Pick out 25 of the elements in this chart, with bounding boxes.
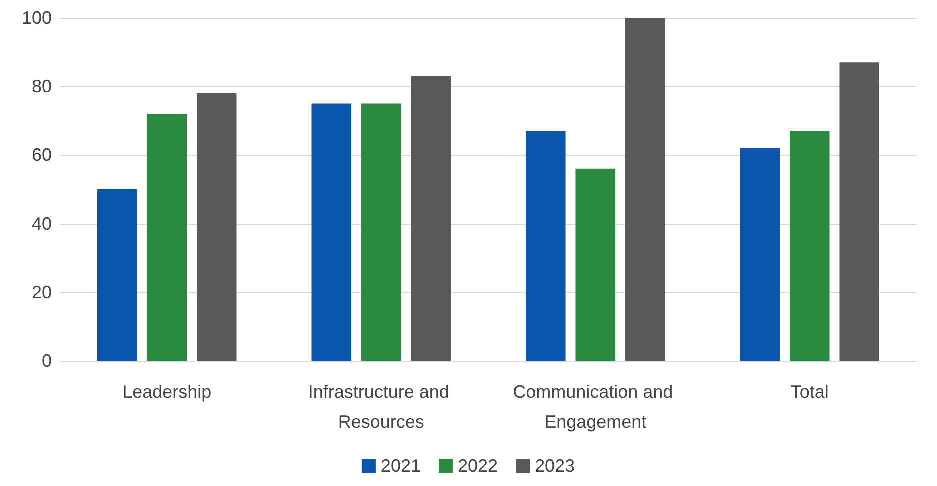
bar bbox=[576, 168, 616, 361]
y-tick-label: 40 bbox=[32, 214, 52, 234]
bar bbox=[312, 104, 352, 361]
bar bbox=[625, 18, 666, 361]
bar bbox=[790, 131, 830, 361]
x-tick-label: Communication and Engagement bbox=[513, 382, 678, 432]
y-tick-label: 80 bbox=[32, 76, 52, 97]
bar bbox=[526, 131, 566, 361]
y-tick-label: 100 bbox=[22, 8, 52, 28]
bar bbox=[361, 104, 402, 361]
y-tick-label: 0 bbox=[42, 351, 52, 371]
y-tick-label: 60 bbox=[32, 145, 52, 166]
bar bbox=[740, 148, 780, 361]
x-tick-label: Infrastructure and Resources bbox=[308, 382, 454, 432]
legend-label: 2021 bbox=[380, 456, 421, 476]
bar bbox=[411, 76, 452, 361]
bar bbox=[196, 93, 237, 361]
x-tick-label: Total bbox=[790, 382, 829, 402]
bar bbox=[147, 114, 188, 361]
y-tick-label: 20 bbox=[32, 282, 52, 302]
x-tick-label: Leadership bbox=[122, 382, 212, 402]
legend-label: 2023 bbox=[535, 456, 576, 476]
legend-label: 2022 bbox=[458, 456, 498, 476]
bar bbox=[840, 62, 880, 361]
bar bbox=[97, 190, 138, 361]
